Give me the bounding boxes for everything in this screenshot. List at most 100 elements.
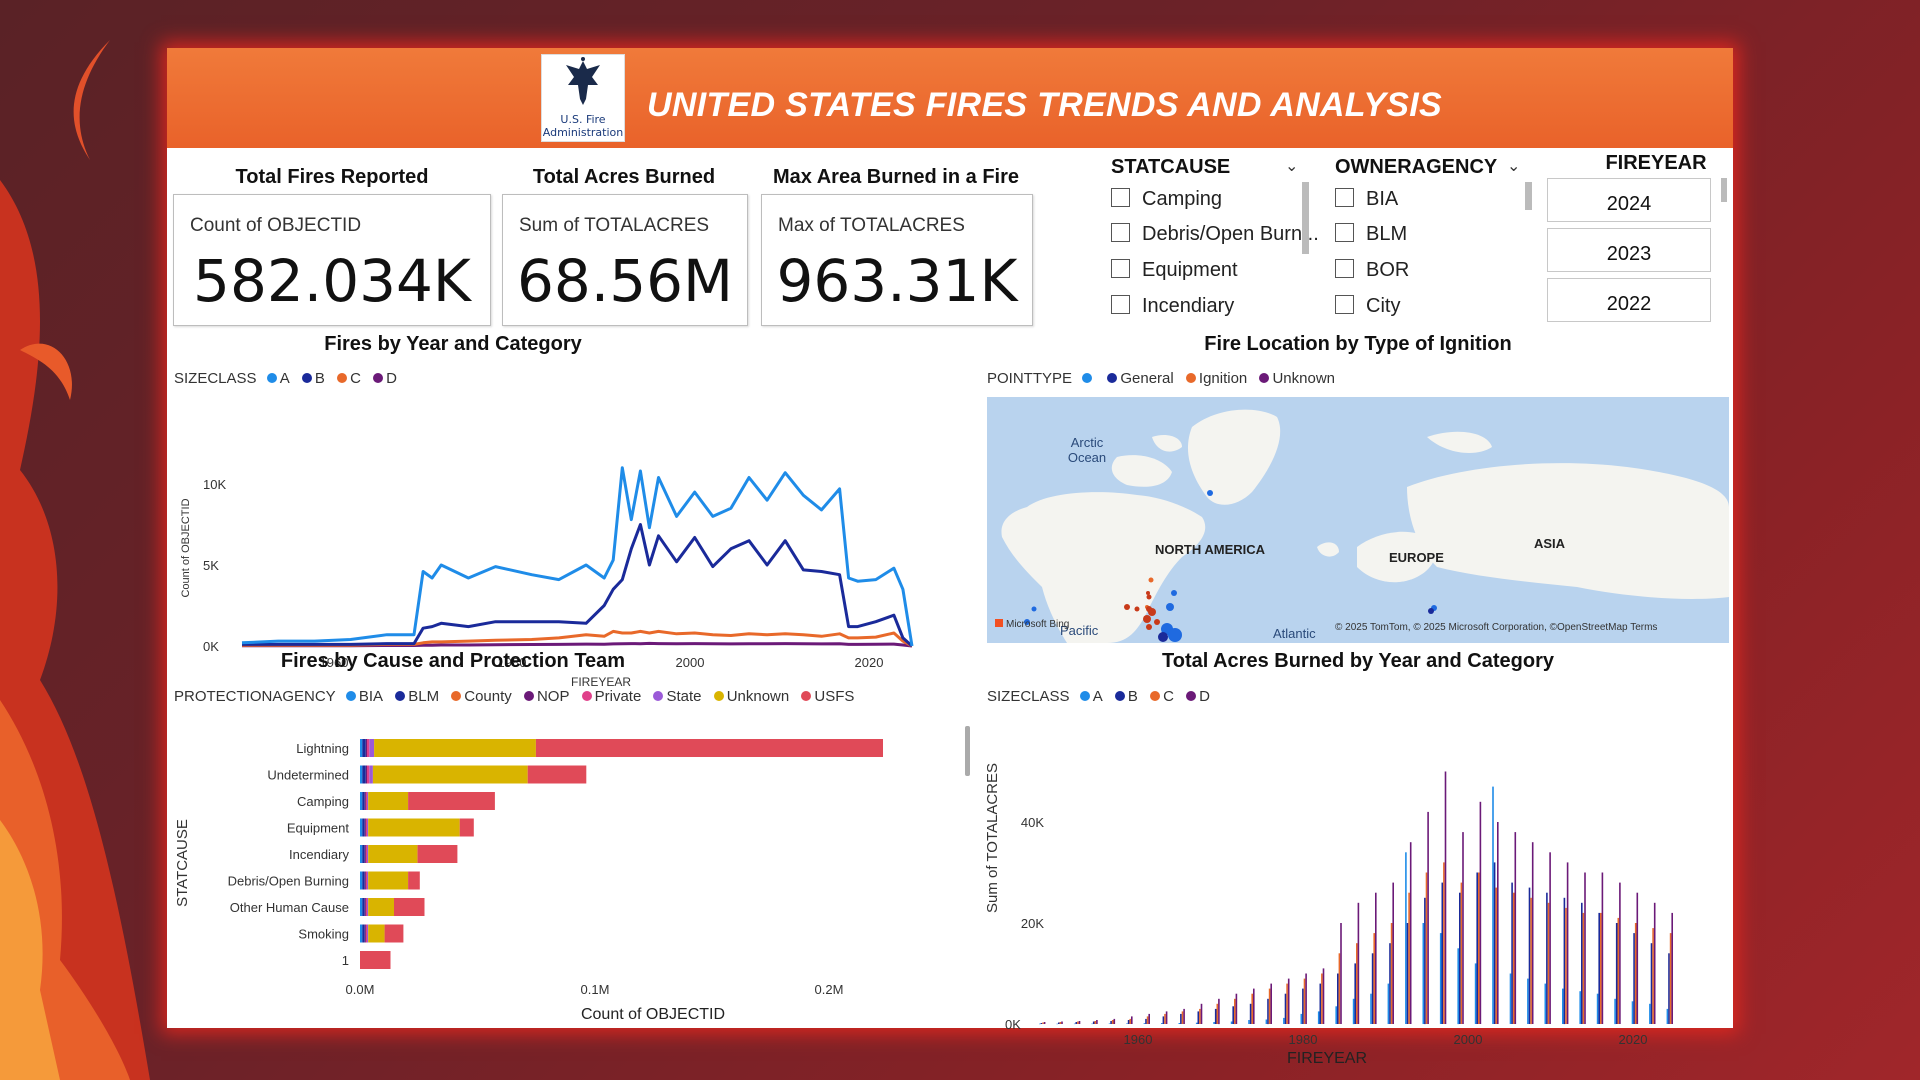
bar-segment-state[interactable] xyxy=(367,898,369,916)
year-tile-2024[interactable]: 2024 xyxy=(1547,178,1711,222)
column-bar-b[interactable] xyxy=(1424,897,1426,1025)
column-bar-b[interactable] xyxy=(1528,887,1531,1024)
column-bar-d[interactable] xyxy=(1287,978,1290,1024)
column-bar-d[interactable] xyxy=(1479,801,1482,1024)
map-point[interactable] xyxy=(1166,603,1174,611)
bar-segment-bia[interactable] xyxy=(360,765,363,784)
legend-item-d[interactable]: D xyxy=(1186,688,1210,705)
legend-item-state[interactable]: State xyxy=(653,688,702,705)
slicer-option-bor[interactable]: BOR xyxy=(1335,259,1409,282)
bar-segment-blm[interactable] xyxy=(362,871,365,890)
column-bar-c[interactable] xyxy=(1373,933,1375,1024)
column-bar-b[interactable] xyxy=(1615,923,1618,1024)
bar-segment-nop[interactable] xyxy=(364,924,366,943)
map-point[interactable] xyxy=(1146,594,1152,600)
line-series-d[interactable] xyxy=(242,641,913,648)
bar-segment-state[interactable] xyxy=(367,845,369,863)
chevron-down-icon[interactable]: ⌄ xyxy=(1507,156,1521,175)
bar-segment-unknown[interactable] xyxy=(368,871,409,890)
column-bar-a[interactable] xyxy=(1248,1020,1250,1024)
bar-segment-unknown[interactable] xyxy=(368,845,418,863)
legend-item-unknown[interactable]: Unknown xyxy=(713,688,789,705)
fire-location-map[interactable]: Arctic Ocean NORTH AMERICA EUROPE ASIA P… xyxy=(987,397,1729,643)
column-bar-c[interactable] xyxy=(1094,1021,1097,1024)
column-bar-d[interactable] xyxy=(1148,1013,1150,1024)
column-bar-a[interactable] xyxy=(1195,1022,1198,1024)
column-bar-c[interactable] xyxy=(1356,943,1358,1024)
map-attribution[interactable]: © 2025 TomTom, © 2025 Microsoft Corporat… xyxy=(1335,622,1658,633)
legend-item-blank[interactable] xyxy=(1082,370,1095,387)
column-bar-b[interactable] xyxy=(1406,923,1409,1024)
column-bar-d[interactable] xyxy=(1514,832,1517,1024)
bar-segment-blm[interactable] xyxy=(362,898,365,916)
column-bar-a[interactable] xyxy=(1649,1003,1651,1024)
column-bar-d[interactable] xyxy=(1096,1020,1098,1024)
column-bar-a[interactable] xyxy=(1370,993,1372,1024)
column-bar-a[interactable] xyxy=(1614,998,1616,1025)
column-bar-b[interactable] xyxy=(1668,953,1670,1024)
column-bar-a[interactable] xyxy=(1073,1023,1076,1025)
column-bar-b[interactable] xyxy=(1581,902,1583,1024)
column-bar-d[interactable] xyxy=(1183,1008,1185,1024)
bar-segment-unknown[interactable] xyxy=(368,792,409,810)
owneragency-scrollbar[interactable] xyxy=(1525,182,1532,210)
legend-item-usfs[interactable]: USFS xyxy=(801,688,854,705)
column-bar-c[interactable] xyxy=(1216,1003,1219,1024)
slicer-option-city[interactable]: City xyxy=(1335,295,1400,318)
column-bar-c[interactable] xyxy=(1425,872,1428,1025)
column-bar-a[interactable] xyxy=(1457,948,1459,1025)
bar-segment-usfs[interactable] xyxy=(394,898,425,916)
column-bar-b[interactable] xyxy=(1650,943,1653,1024)
bar-segment-nop[interactable] xyxy=(364,818,366,837)
column-bar-a[interactable] xyxy=(1387,983,1390,1024)
bar-segment-private[interactable] xyxy=(365,845,368,863)
column-bar-d[interactable] xyxy=(1357,902,1360,1024)
map-point[interactable] xyxy=(1146,606,1152,612)
bar-segment-state[interactable] xyxy=(369,739,375,757)
column-bar-d[interactable] xyxy=(1584,872,1586,1025)
column-bar-a[interactable] xyxy=(1352,998,1355,1025)
column-bar-a[interactable] xyxy=(1509,973,1512,1025)
column-bar-b[interactable] xyxy=(1598,912,1600,1024)
bar-segment-unknown[interactable] xyxy=(368,924,385,943)
bar-segment-nop[interactable] xyxy=(364,898,366,916)
bar-segment-usfs[interactable] xyxy=(527,765,587,784)
column-bar-a[interactable] xyxy=(1213,1022,1215,1024)
map-point[interactable] xyxy=(1154,619,1160,625)
column-bar-c[interactable] xyxy=(1234,998,1236,1025)
bar-segment-private[interactable] xyxy=(365,898,368,916)
column-bar-c[interactable] xyxy=(1652,928,1654,1024)
column-bar-d[interactable] xyxy=(1165,1011,1168,1024)
column-bar-b[interactable] xyxy=(1319,983,1322,1024)
column-bar-a[interactable] xyxy=(1439,933,1442,1024)
column-bar-c[interactable] xyxy=(1600,912,1602,1024)
bar-segment-state[interactable] xyxy=(367,924,369,943)
bar-segment-bia[interactable] xyxy=(360,739,363,757)
bar-segment-private[interactable] xyxy=(365,871,368,890)
column-bar-c[interactable] xyxy=(1617,917,1620,1024)
column-bar-b[interactable] xyxy=(1459,892,1461,1024)
column-bar-d[interactable] xyxy=(1444,771,1447,1025)
column-bar-b[interactable] xyxy=(1249,1003,1252,1024)
bar-segment-nop[interactable] xyxy=(365,739,368,757)
column-bar-d[interactable] xyxy=(1218,998,1220,1025)
bar-segment-private[interactable] xyxy=(367,765,370,784)
column-bar-b[interactable] xyxy=(1354,963,1356,1024)
column-bar-c[interactable] xyxy=(1129,1018,1131,1024)
map-point[interactable] xyxy=(1171,590,1177,596)
checkbox[interactable] xyxy=(1335,259,1354,278)
bar-segment-nop[interactable] xyxy=(364,792,366,810)
legend-item-c[interactable]: C xyxy=(337,370,361,387)
bar-segment-state[interactable] xyxy=(367,871,369,890)
column-bar-d[interactable] xyxy=(1322,968,1325,1024)
checkbox[interactable] xyxy=(1335,295,1354,314)
column-bar-b[interactable] xyxy=(1197,1011,1200,1024)
map-point[interactable] xyxy=(1207,490,1213,496)
checkbox[interactable] xyxy=(1335,223,1354,242)
column-bar-a[interactable] xyxy=(1230,1021,1233,1025)
column-bar-b[interactable] xyxy=(1040,1023,1043,1024)
column-bar-b[interactable] xyxy=(1127,1020,1130,1024)
bar-segment-unknown[interactable] xyxy=(372,765,528,784)
column-bar-c[interactable] xyxy=(1146,1016,1149,1024)
bar-segment-blm[interactable] xyxy=(362,845,365,863)
